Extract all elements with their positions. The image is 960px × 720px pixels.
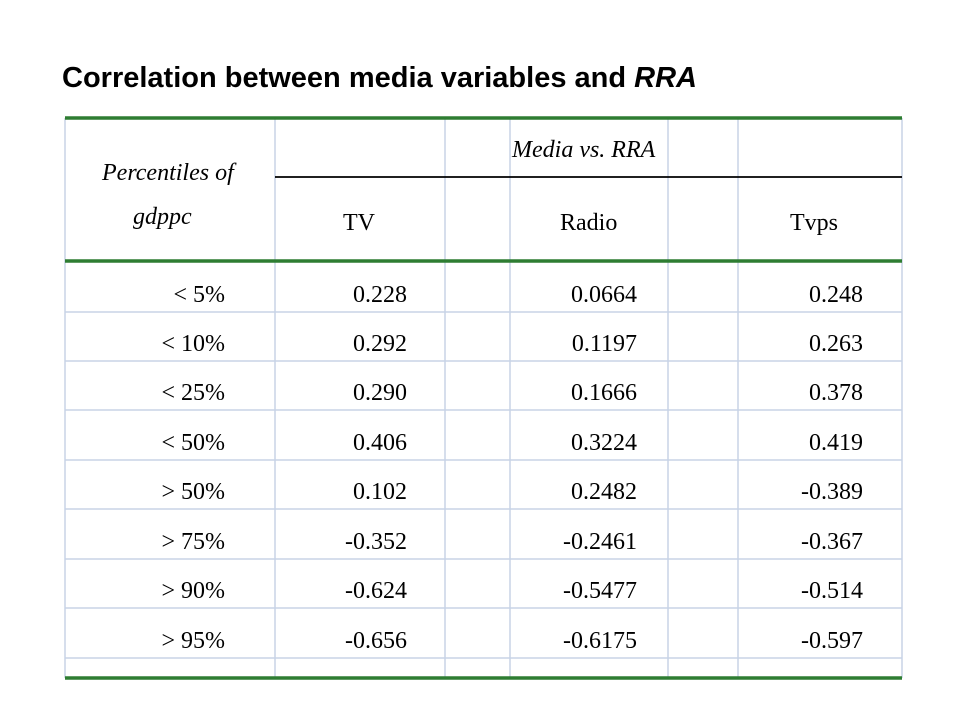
cell-tvps: 0.263 — [809, 331, 863, 357]
cell-radio: -0.5477 — [563, 578, 637, 604]
cell-label: > 95% — [161, 628, 225, 654]
cell-label: < 25% — [161, 380, 225, 406]
column-header-radio: Radio — [560, 210, 618, 236]
cell-tv: 0.292 — [353, 331, 407, 357]
title-emphasis: RRA — [634, 62, 697, 94]
cell-label: < 5% — [173, 282, 225, 308]
cell-label: < 50% — [161, 430, 225, 456]
cell-tv: 0.406 — [353, 430, 407, 456]
cell-radio: 0.2482 — [571, 479, 637, 505]
cell-radio: -0.2461 — [563, 529, 637, 555]
cell-radio: -0.6175 — [563, 628, 637, 654]
column-header-tvps: Tvps — [790, 210, 838, 236]
cell-tv: -0.624 — [345, 578, 407, 604]
cell-label: > 75% — [161, 529, 225, 555]
cell-tvps: -0.597 — [801, 628, 863, 654]
cell-radio: 0.1197 — [571, 331, 637, 357]
cell-tvps: -0.389 — [801, 479, 863, 505]
cell-label: > 90% — [161, 578, 225, 604]
cell-label: > 50% — [161, 479, 225, 505]
row-header-line1: Percentiles of — [102, 160, 234, 186]
cell-tvps: 0.248 — [809, 282, 863, 308]
cell-tvps: 0.419 — [809, 430, 863, 456]
cell-label: < 10% — [161, 331, 225, 357]
column-header-tv: TV — [343, 210, 375, 236]
row-header-line2: gdppc — [133, 204, 192, 230]
cell-radio: 0.0664 — [571, 282, 637, 308]
cell-tvps: 0.378 — [809, 380, 863, 406]
cell-tv: -0.656 — [345, 628, 407, 654]
slide-title: Correlation between media variables and … — [62, 62, 697, 95]
cell-radio: 0.1666 — [571, 380, 637, 406]
cell-tvps: -0.367 — [801, 529, 863, 555]
title-main: Correlation between media variables and — [62, 62, 635, 94]
cell-tv: 0.228 — [353, 282, 407, 308]
cell-tv: 0.290 — [353, 380, 407, 406]
cell-tvps: -0.514 — [801, 578, 863, 604]
cell-tv: 0.102 — [353, 479, 407, 505]
cell-tv: -0.352 — [345, 529, 407, 555]
group-header: Media vs. RRA — [512, 137, 656, 163]
cell-radio: 0.3224 — [571, 430, 637, 456]
